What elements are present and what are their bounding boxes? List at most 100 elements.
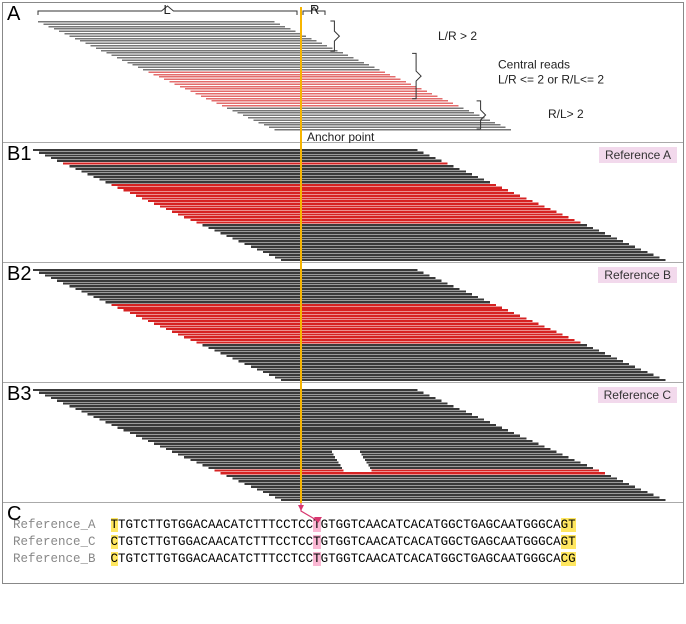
seq-col-mid: T [313,535,321,549]
read-line [75,288,459,290]
read-line [221,352,605,354]
read-line [227,235,611,237]
read-line [75,408,459,410]
read-line [184,456,335,458]
read-line [122,59,359,61]
read-line [154,74,391,76]
read-line [211,100,448,102]
read-line [202,224,586,226]
read-line [148,200,532,202]
reference-badge: Reference C [598,387,677,403]
read-line [365,459,575,461]
read-line [130,312,514,314]
seq-col-pre: C [111,535,119,549]
read-line [281,259,665,261]
read-line [263,371,647,373]
read-line [87,413,471,415]
seq-segment-2: GTGGTCAACATCACATGGCTGAGCAATGGGCA [321,518,561,532]
read-line [227,107,464,109]
read-line [142,437,526,439]
read-line [136,195,520,197]
read-line [39,272,423,274]
read-line [251,366,635,368]
seq-segment-2: GTGGTCAACATCACATGGCTGAGCAATGGGCA [321,535,561,549]
read-line [263,491,647,493]
read-line [239,480,623,482]
reference-badge: Reference A [599,147,677,163]
seq-col-mid: T [313,552,321,566]
read-line [259,122,496,124]
read-line [233,358,617,360]
read-line [93,296,477,298]
read-line [142,317,526,319]
read-line [81,170,465,172]
read-line [178,453,333,455]
read-line [45,274,429,276]
read-line [202,464,340,466]
read-line [190,459,337,461]
read-line [63,402,447,404]
read-line [172,331,556,333]
read-line [148,71,385,73]
read-line [45,154,429,156]
read-line [360,451,557,453]
read-line [43,23,280,25]
read-line [251,486,635,488]
read-line [243,115,480,117]
read-line [239,240,623,242]
read-line [106,52,342,54]
read-line [142,197,526,199]
read-line [124,309,508,311]
read-line [54,28,291,30]
read-line [70,35,307,37]
read-line [175,83,412,85]
read-line [69,285,453,287]
read-line [124,429,508,431]
read-line [263,251,647,253]
read-line [208,467,342,469]
read-line [93,416,477,418]
read-line [190,91,427,93]
read-line [93,176,477,178]
read-line [39,392,423,394]
read-line [127,62,364,64]
read-line [202,344,586,346]
read-line [91,45,327,47]
read-line [363,456,568,458]
read-line [169,81,406,83]
read-line [281,379,665,381]
seq-col-pre: C [111,552,119,566]
seq-col-post: GT [561,535,576,549]
panel-a-svg: LRL/R > 2Central readsL/R <= 2 or R/L<= … [3,3,685,143]
read-line [154,443,538,445]
read-line [367,461,581,463]
read-line [63,162,447,164]
read-line [275,496,659,498]
read-line [106,421,490,423]
read-line [63,282,447,284]
read-line [57,280,441,282]
read-line [178,333,562,335]
read-line [133,64,370,66]
read-line [118,187,502,189]
seq-segment-1: TGTCTTGTGGACAACATCTTTCCTCC [118,535,313,549]
read-line [49,26,286,28]
read-line [106,301,490,303]
read-line [221,232,605,234]
read-line [154,203,538,205]
read-line [69,405,453,407]
read-line [75,168,459,170]
read-line [33,389,417,391]
read-line [361,453,562,455]
read-line [130,432,514,434]
read-line [269,127,506,129]
read-line [59,31,296,32]
read-line [143,69,380,71]
seq-row-label: Reference_B [13,552,96,566]
read-line [39,152,423,154]
read-line [101,50,337,52]
read-line [117,57,354,59]
read-line [64,33,301,35]
read-line [233,238,617,240]
read-line [172,451,332,453]
